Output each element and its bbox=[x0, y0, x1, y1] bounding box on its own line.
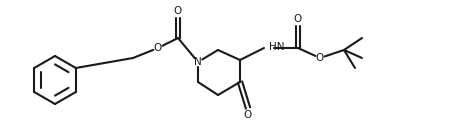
Text: O: O bbox=[294, 14, 302, 24]
Text: HN: HN bbox=[269, 42, 284, 52]
Text: N: N bbox=[194, 57, 202, 67]
Text: O: O bbox=[174, 6, 182, 16]
Text: O: O bbox=[244, 110, 252, 120]
Text: O: O bbox=[154, 43, 162, 53]
Text: O: O bbox=[316, 53, 324, 63]
